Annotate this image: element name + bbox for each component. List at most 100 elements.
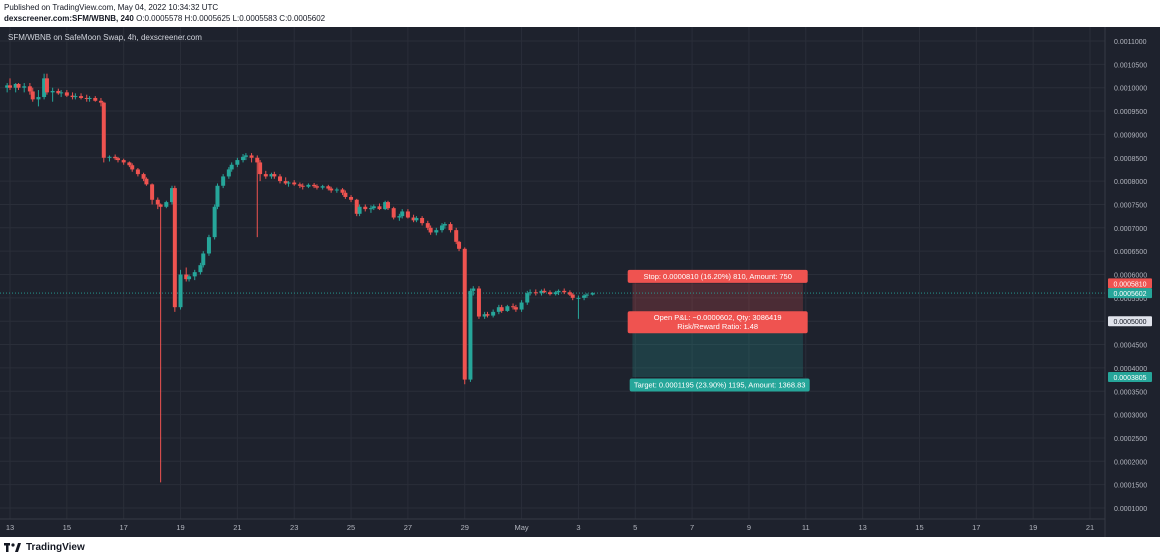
- footer: TradingView: [0, 537, 1160, 558]
- x-tick-label: 27: [404, 523, 412, 532]
- candle-body: [411, 217, 416, 221]
- candle-body: [405, 211, 410, 218]
- price-badge: [1108, 372, 1152, 383]
- x-tick-label: May: [514, 523, 528, 532]
- candle-body: [320, 186, 325, 188]
- candle-body: [184, 274, 189, 280]
- candle-body: [548, 292, 552, 295]
- y-tick-label: 0.0002500: [1114, 436, 1147, 443]
- y-tick-label: 0.0004000: [1114, 366, 1147, 373]
- candle-body: [539, 290, 544, 294]
- y-tick-label: 0.0010000: [1114, 86, 1147, 93]
- candle-body: [87, 97, 92, 99]
- candle-body: [590, 293, 595, 295]
- candle-body: [93, 97, 98, 101]
- x-tick-label: 19: [1029, 523, 1037, 532]
- y-tick-label: 0.0001500: [1114, 483, 1147, 490]
- x-tick-label: 21: [1086, 523, 1094, 532]
- candle-body: [249, 155, 254, 158]
- y-tick-label: 0.0006000: [1114, 273, 1147, 280]
- candle-body: [454, 230, 459, 242]
- candle-body: [428, 227, 433, 233]
- y-tick-label: 0.0011000: [1114, 39, 1147, 46]
- candle-body: [27, 86, 32, 92]
- published-line: Published on TradingView.com, May 04, 20…: [4, 3, 219, 12]
- price-badge-label: 0.0005000: [1113, 319, 1146, 326]
- candle-body: [513, 307, 518, 310]
- tradingview-icon: [4, 542, 21, 552]
- candle-body: [70, 95, 75, 98]
- candle-body: [528, 292, 533, 294]
- candle-body: [349, 196, 354, 200]
- x-tick-label: 25: [347, 523, 355, 532]
- candle-body: [135, 169, 140, 175]
- candle-body: [476, 288, 481, 317]
- candle-body: [300, 185, 305, 187]
- y-tick-label: 0.0005500: [1114, 296, 1147, 303]
- candle-body: [283, 181, 288, 184]
- candle-body: [272, 174, 277, 177]
- candles: [5, 73, 595, 483]
- y-tick-label: 0.0003500: [1114, 389, 1147, 396]
- pnl-label-text: Risk/Reward Ratio: 1.48: [677, 322, 758, 331]
- candle-body: [59, 92, 64, 94]
- candle-body: [206, 237, 211, 254]
- candle-body: [499, 307, 504, 311]
- candle-body: [511, 306, 516, 308]
- y-tick-label: 0.0004500: [1114, 343, 1147, 350]
- stop-label-box: [627, 269, 808, 283]
- candle-body: [64, 92, 69, 96]
- price-badge-label: 0.0005810: [1113, 281, 1146, 288]
- candle-body: [496, 307, 501, 312]
- price-badge: [1108, 316, 1152, 327]
- y-tick-label: 0.0008000: [1114, 179, 1147, 186]
- candle-body: [286, 182, 291, 184]
- candlestick-chart[interactable]: 0.0011000 0.0010500 0.0010000 0.0009500 0.00…: [0, 27, 1160, 537]
- candle-body: [107, 156, 112, 158]
- candle-body: [400, 211, 405, 217]
- candle-body: [562, 290, 567, 293]
- price-badges: 0.0005810 0.0005602 0.0005000 0.0003805: [1108, 278, 1152, 383]
- candle-body: [98, 100, 103, 103]
- grid-lines: [0, 27, 1105, 519]
- candle-body: [505, 306, 510, 311]
- candle-body: [482, 314, 487, 317]
- candle-body: [101, 102, 106, 158]
- pnl-label-text: Open P&L: −0.0000602, Qty: 3086419: [654, 313, 782, 322]
- candle-body: [235, 160, 240, 165]
- candle-body: [553, 292, 558, 295]
- candle-body: [386, 202, 390, 209]
- time-axis: 13 15 17 19 21 23 25 27 29 May 3 5 7 9 11 13 15 17 19 21: [0, 518, 1105, 532]
- candle-body: [56, 90, 61, 94]
- candle-body: [170, 188, 174, 203]
- candle-body: [334, 189, 339, 191]
- chart-area[interactable]: 0.0011000 0.0010500 0.0010000 0.0009500 0.00…: [0, 27, 1160, 537]
- candle-body: [158, 204, 163, 207]
- candle-body: [326, 186, 331, 189]
- candle-body: [116, 158, 120, 161]
- candle-body: [556, 290, 561, 293]
- candle-body: [50, 90, 55, 93]
- candle-body: [212, 206, 217, 238]
- target-label-box: [629, 378, 810, 392]
- tradingview-logo[interactable]: TradingView: [4, 542, 85, 553]
- candle-body: [519, 302, 524, 310]
- candle-body: [491, 311, 496, 316]
- y-tick-label: 0.0003000: [1114, 413, 1147, 420]
- x-tick-label: 13: [858, 523, 866, 532]
- candle-body: [425, 223, 430, 228]
- position-labels: Stop: 0.0000810 (16.20%) 810, Amount: 75…: [627, 269, 810, 392]
- x-tick-label: 29: [461, 523, 469, 532]
- candle-body: [243, 155, 248, 157]
- candle-body: [278, 176, 282, 182]
- x-tick-label: 13: [6, 523, 14, 532]
- candle-body: [44, 78, 49, 93]
- candle-body: [391, 208, 396, 218]
- candle-body: [113, 156, 118, 159]
- candle-body: [420, 217, 425, 224]
- candle-body: [584, 294, 589, 296]
- candle-body: [155, 199, 160, 205]
- x-tick-label: 17: [972, 523, 980, 532]
- candle-body: [570, 294, 575, 298]
- candle-body: [371, 206, 376, 209]
